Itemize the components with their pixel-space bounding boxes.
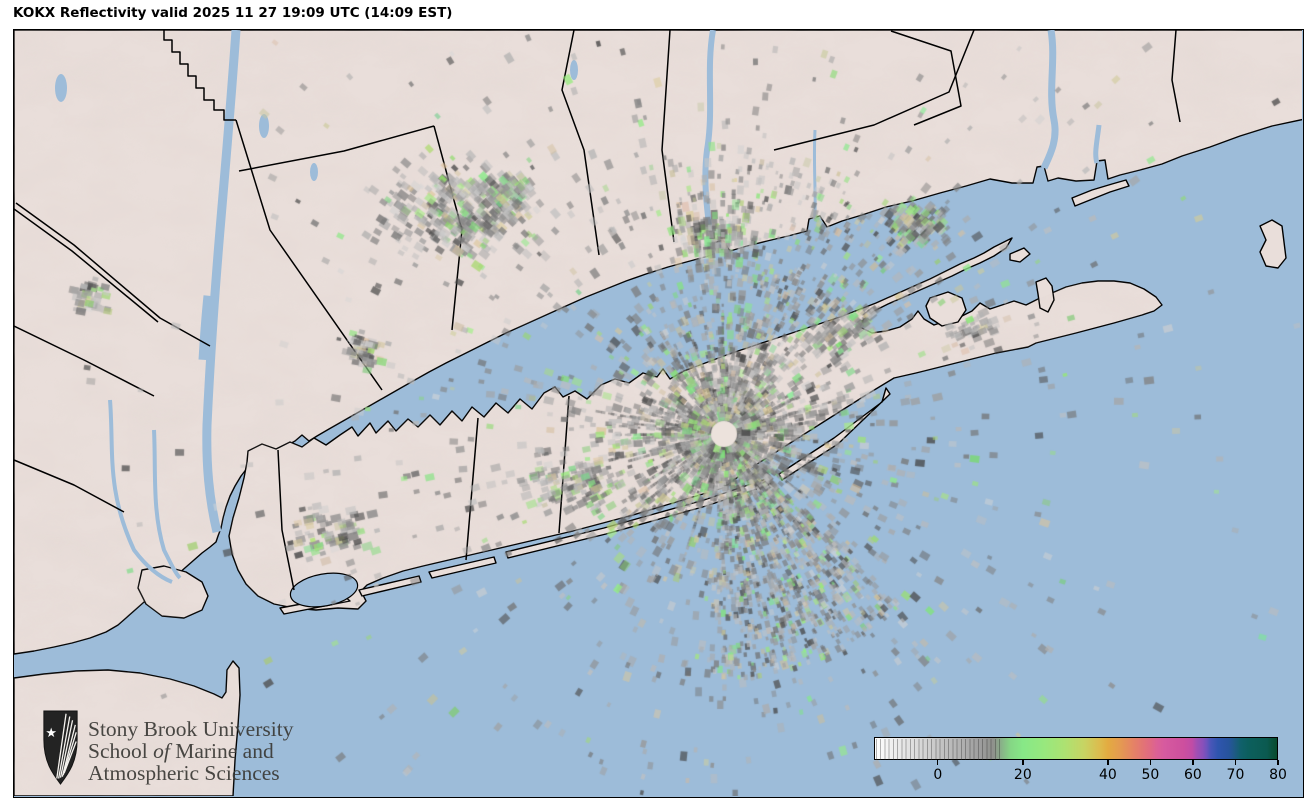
logo-line-2: School of Marine and: [88, 739, 274, 763]
radar-echo-layer: [14, 30, 1302, 796]
reflectivity-colorbar: 0 20 40 50 60 70 80: [874, 737, 1287, 787]
colorbar-tick: [1149, 760, 1152, 765]
colorbar-tick-label: 70: [1226, 767, 1245, 783]
colorbar-tick: [1277, 760, 1279, 765]
svg-text:★: ★: [45, 726, 57, 741]
logo-line-1: Stony Brook University: [88, 717, 294, 741]
colorbar-tick: [1022, 760, 1024, 765]
logo-wordmark: Stony Brook University School of Marine …: [88, 718, 293, 784]
map-frame: ★ Stony Brook University School of Marin…: [13, 29, 1304, 798]
colorbar-tick-label: 50: [1141, 767, 1160, 783]
colorbar-discrete-steps: [876, 739, 1000, 760]
colorbar-tick-label: 40: [1098, 767, 1117, 783]
stony-brook-logo: ★ Stony Brook University School of Marin…: [42, 710, 293, 786]
colorbar-gradient: [874, 737, 1278, 760]
colorbar-tick: [937, 760, 939, 765]
colorbar-tick-label: 20: [1013, 767, 1032, 783]
logo-line-3: Atmospheric Sciences: [88, 761, 280, 785]
university-shield-icon: ★: [43, 710, 78, 785]
colorbar-tick-label: 80: [1269, 767, 1287, 783]
colorbar-tick: [1234, 760, 1237, 765]
colorbar-tick-label: 60: [1184, 767, 1202, 783]
map-title: KOKX Reflectivity valid 2025 11 27 19:09…: [13, 5, 453, 21]
colorbar-tick: [1192, 760, 1194, 765]
colorbar-tick: [1107, 760, 1109, 765]
colorbar-tick-label: 0: [933, 767, 943, 783]
